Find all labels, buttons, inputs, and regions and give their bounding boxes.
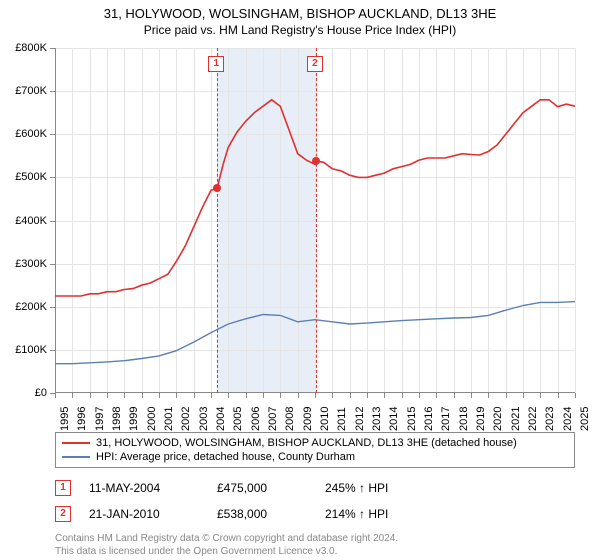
legend-swatch-hpi [62,456,90,458]
y-tick-label: £200K [2,301,47,313]
x-tick-label: 2014 [388,407,400,431]
legend-row-hpi: HPI: Average price, detached house, Coun… [62,450,568,464]
sale-marker-1: 1 [55,480,71,496]
sale-pct-1: 245% ↑ HPI [325,481,388,495]
x-tick-label: 2007 [267,407,279,431]
y-tick-label: £100K [2,344,47,356]
marker-box-2: 2 [307,56,323,72]
x-tick-label: 2020 [492,407,504,431]
x-tick-label: 2013 [371,407,383,431]
x-tick-label: 2024 [562,407,574,431]
sale-row-1: 1 11-MAY-2004 £475,000 245% ↑ HPI [55,480,575,496]
sale-price-2: £538,000 [217,507,307,521]
y-tick-label: £700K [2,85,47,97]
sale-marker-2: 2 [55,506,71,522]
x-tick-label: 2018 [458,407,470,431]
chart-area: 12 £0£100K£200K£300K£400K£500K£600K£700K… [55,48,575,393]
title-line2: Price paid vs. HM Land Registry's House … [0,23,600,39]
x-tick-label: 2008 [284,407,296,431]
legend-label-price-paid: 31, HOLYWOOD, WOLSINGHAM, BISHOP AUCKLAN… [96,437,517,449]
sale-row-2: 2 21-JAN-2010 £538,000 214% ↑ HPI [55,506,575,522]
sale-dot-1 [213,184,221,192]
x-tick-label: 2021 [510,407,522,431]
sale-date-2: 21-JAN-2010 [89,507,199,521]
x-tick-label: 2015 [406,407,418,431]
x-tick-label: 2025 [579,407,591,431]
title-block: 31, HOLYWOOD, WOLSINGHAM, BISHOP AUCKLAN… [0,0,600,38]
legend-swatch-price-paid [62,442,90,444]
y-tick-label: £400K [2,215,47,227]
x-tick-label: 2011 [336,407,348,431]
x-tick-label: 2010 [319,407,331,431]
x-tick-label: 2023 [544,407,556,431]
footer-line2: This data is licensed under the Open Gov… [55,546,398,559]
footer: Contains HM Land Registry data © Crown c… [55,533,398,558]
x-tick-label: 2000 [146,407,158,431]
marker-line-2 [316,48,317,393]
sale-dot-2 [312,157,320,165]
marker-line-1 [217,48,218,393]
legend-box: 31, HOLYWOOD, WOLSINGHAM, BISHOP AUCKLAN… [55,432,575,468]
x-tick-label: 2022 [527,407,539,431]
y-tick-label: £500K [2,171,47,183]
x-tick-label: 2001 [163,407,175,431]
legend-label-hpi: HPI: Average price, detached house, Coun… [96,451,355,463]
sale-pct-2: 214% ↑ HPI [325,507,388,521]
y-tick-label: £0 [2,387,47,399]
footer-line1: Contains HM Land Registry data © Crown c… [55,533,398,546]
x-tick-label: 2019 [475,407,487,431]
sale-price-1: £475,000 [217,481,307,495]
y-tick-label: £600K [2,128,47,140]
title-line1: 31, HOLYWOOD, WOLSINGHAM, BISHOP AUCKLAN… [0,6,600,23]
x-tick-label: 1995 [59,407,71,431]
legend-row-price-paid: 31, HOLYWOOD, WOLSINGHAM, BISHOP AUCKLAN… [62,436,568,450]
x-tick-label: 2006 [250,407,262,431]
x-tick-label: 2005 [232,407,244,431]
marker-box-1: 1 [208,56,224,72]
y-tick-label: £300K [2,258,47,270]
x-tick-label: 2017 [440,407,452,431]
x-tick-label: 1996 [76,407,88,431]
x-tick-label: 2012 [354,407,366,431]
chart-container: 31, HOLYWOOD, WOLSINGHAM, BISHOP AUCKLAN… [0,0,600,560]
x-tick-label: 2016 [423,407,435,431]
x-tick-label: 1998 [111,407,123,431]
x-tick-label: 2002 [180,407,192,431]
y-tick-label: £800K [2,42,47,54]
x-tick-label: 2009 [302,407,314,431]
x-tick-label: 2004 [215,407,227,431]
x-tick-label: 2003 [198,407,210,431]
x-tick-label: 1999 [128,407,140,431]
x-tick-label: 1997 [94,407,106,431]
sale-date-1: 11-MAY-2004 [89,481,199,495]
